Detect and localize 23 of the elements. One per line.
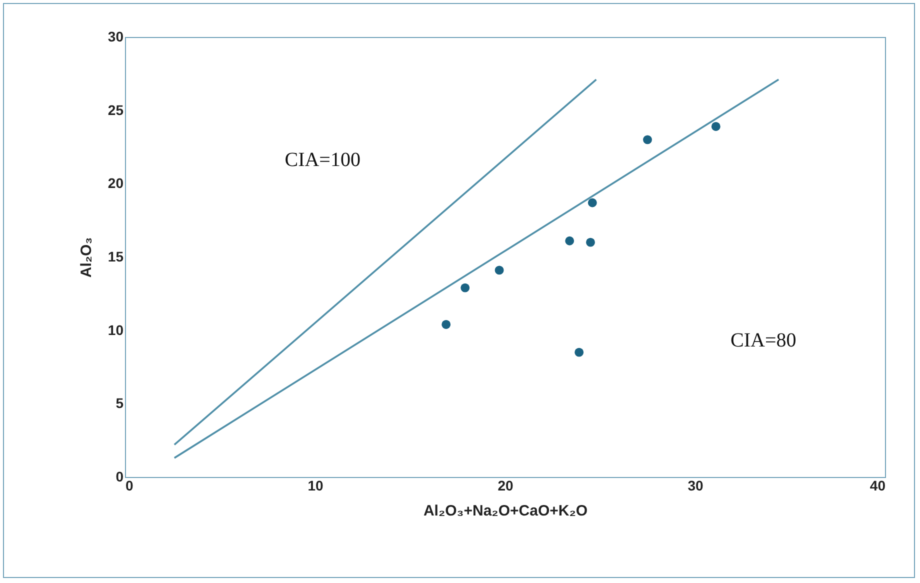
x-tick-label: 20 [498,478,514,494]
point [643,135,652,144]
point [574,348,584,357]
point [586,238,595,247]
y-tick-label: 5 [116,395,124,412]
y-tick-label: 30 [108,28,124,44]
y-tick-label: 20 [108,175,124,192]
y-tick-label: 10 [108,322,124,338]
x-tick-label: 10 [308,478,324,494]
point [711,122,720,131]
point [565,236,574,246]
y-tick-label: 25 [108,102,124,118]
point [442,320,451,329]
y-axis-title: Al₂O₃ [78,237,95,278]
annotation: CIA=80 [730,330,796,352]
point [494,266,504,275]
x-axis-title: Al₂O₃+Na₂O+CaO+K₂O [423,502,588,520]
point [588,198,597,208]
x-tick-label: 40 [870,478,886,494]
point [460,283,470,292]
x-tick-label: 30 [688,478,704,494]
y-tick-label: 15 [108,248,124,264]
annotation: CIA=100 [284,149,360,172]
